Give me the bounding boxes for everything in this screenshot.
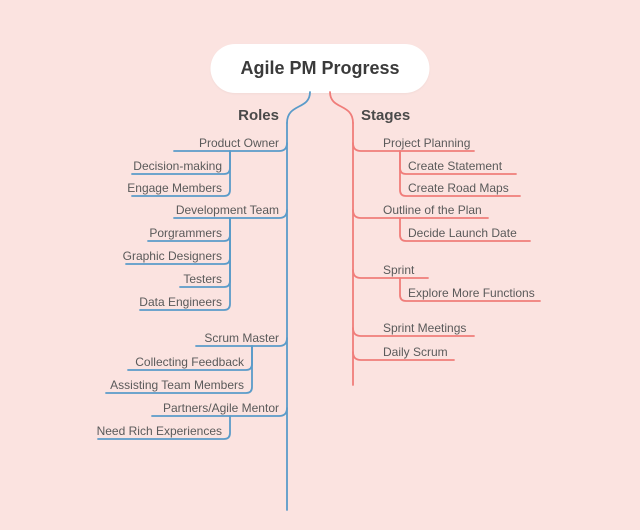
node-label: Explore More Functions [408, 286, 535, 300]
node-label: Sprint [383, 263, 414, 277]
node-label: Data Engineers [139, 295, 222, 309]
node-label: Create Road Maps [408, 181, 509, 195]
node-label: Collecting Feedback [135, 355, 244, 369]
root-title: Agile PM Progress [210, 44, 429, 93]
node-label: Porgrammers [149, 226, 222, 240]
node-label: Testers [183, 272, 222, 286]
node-label: Development Team [176, 203, 279, 217]
node-label: Sprint Meetings [383, 321, 466, 335]
node-label: Daily Scrum [383, 345, 448, 359]
node-label: Create Statement [408, 159, 502, 173]
node-label: Decision-making [133, 159, 222, 173]
node-label: Outline of the Plan [383, 203, 482, 217]
node-label: Decide Launch Date [408, 226, 517, 240]
node-label: Graphic Designers [123, 249, 222, 263]
branch-header: Stages [361, 107, 410, 124]
node-label: Project Planning [383, 136, 470, 150]
node-label: Engage Members [127, 181, 222, 195]
node-label: Need Rich Experiences [97, 424, 222, 438]
branch-header: Roles [238, 107, 279, 124]
node-label: Scrum Master [204, 331, 279, 345]
node-label: Partners/Agile Mentor [163, 401, 279, 415]
node-label: Product Owner [199, 136, 279, 150]
node-label: Assisting Team Members [110, 378, 244, 392]
